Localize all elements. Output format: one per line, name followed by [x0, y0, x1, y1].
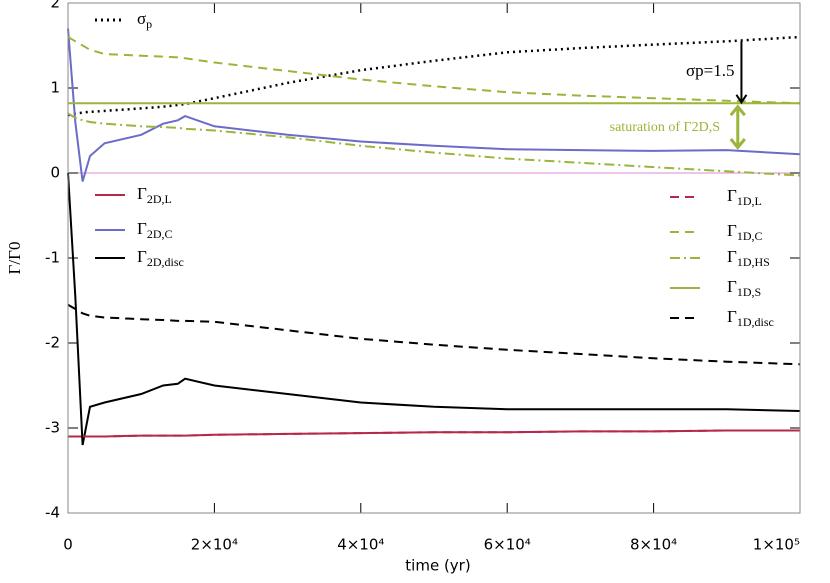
legend-label: Γ2D,C: [137, 219, 173, 241]
y-tick-label: 2: [50, 0, 60, 12]
plot-frame: [67, 2, 801, 514]
x-tick-label: 0: [63, 536, 73, 554]
y-tick-label: 1: [50, 79, 60, 97]
series-line: [67, 172, 801, 446]
y-tick-label: -4: [45, 504, 60, 522]
y-axis-title: Γ/Γ0: [5, 242, 24, 275]
x-tick-label: 2×10⁴: [191, 536, 238, 554]
series-line: [67, 112, 801, 177]
legend-label: Γ2D,L: [137, 184, 172, 206]
annotation-arrow: [729, 104, 746, 150]
legend-label: σp: [137, 9, 152, 31]
legend-label: Γ2D,disc: [137, 247, 184, 269]
y-tick-label: -1: [45, 249, 60, 267]
series-line: [67, 28, 801, 182]
y-tick-label: 0: [50, 164, 60, 182]
legend-label: Γ1D,C: [727, 221, 763, 243]
series-line: [67, 36, 801, 105]
series-line: [67, 35, 801, 117]
series-line: [67, 303, 801, 366]
y-tick-label: -2: [45, 334, 60, 352]
legend-label: Γ1D,L: [727, 186, 762, 208]
x-tick-label: 1×10⁵: [753, 536, 800, 554]
x-tick-label: 6×10⁴: [484, 536, 531, 554]
x-tick-label: 4×10⁴: [337, 536, 384, 554]
x-tick-label: 8×10⁴: [630, 536, 677, 554]
x-axis-title: time (yr): [405, 557, 470, 575]
legend-label: Γ1D,disc: [727, 307, 774, 329]
y-tick-label: -3: [45, 419, 60, 437]
annotation: saturation of Γ2D,S: [610, 120, 720, 135]
series-line: [68, 429, 800, 438]
legend-label: Γ1D,HS: [727, 247, 770, 269]
annotation: σp=1.5: [686, 61, 735, 80]
annotation-arrow: [735, 94, 748, 105]
legend-label: Γ1D,S: [727, 277, 761, 299]
